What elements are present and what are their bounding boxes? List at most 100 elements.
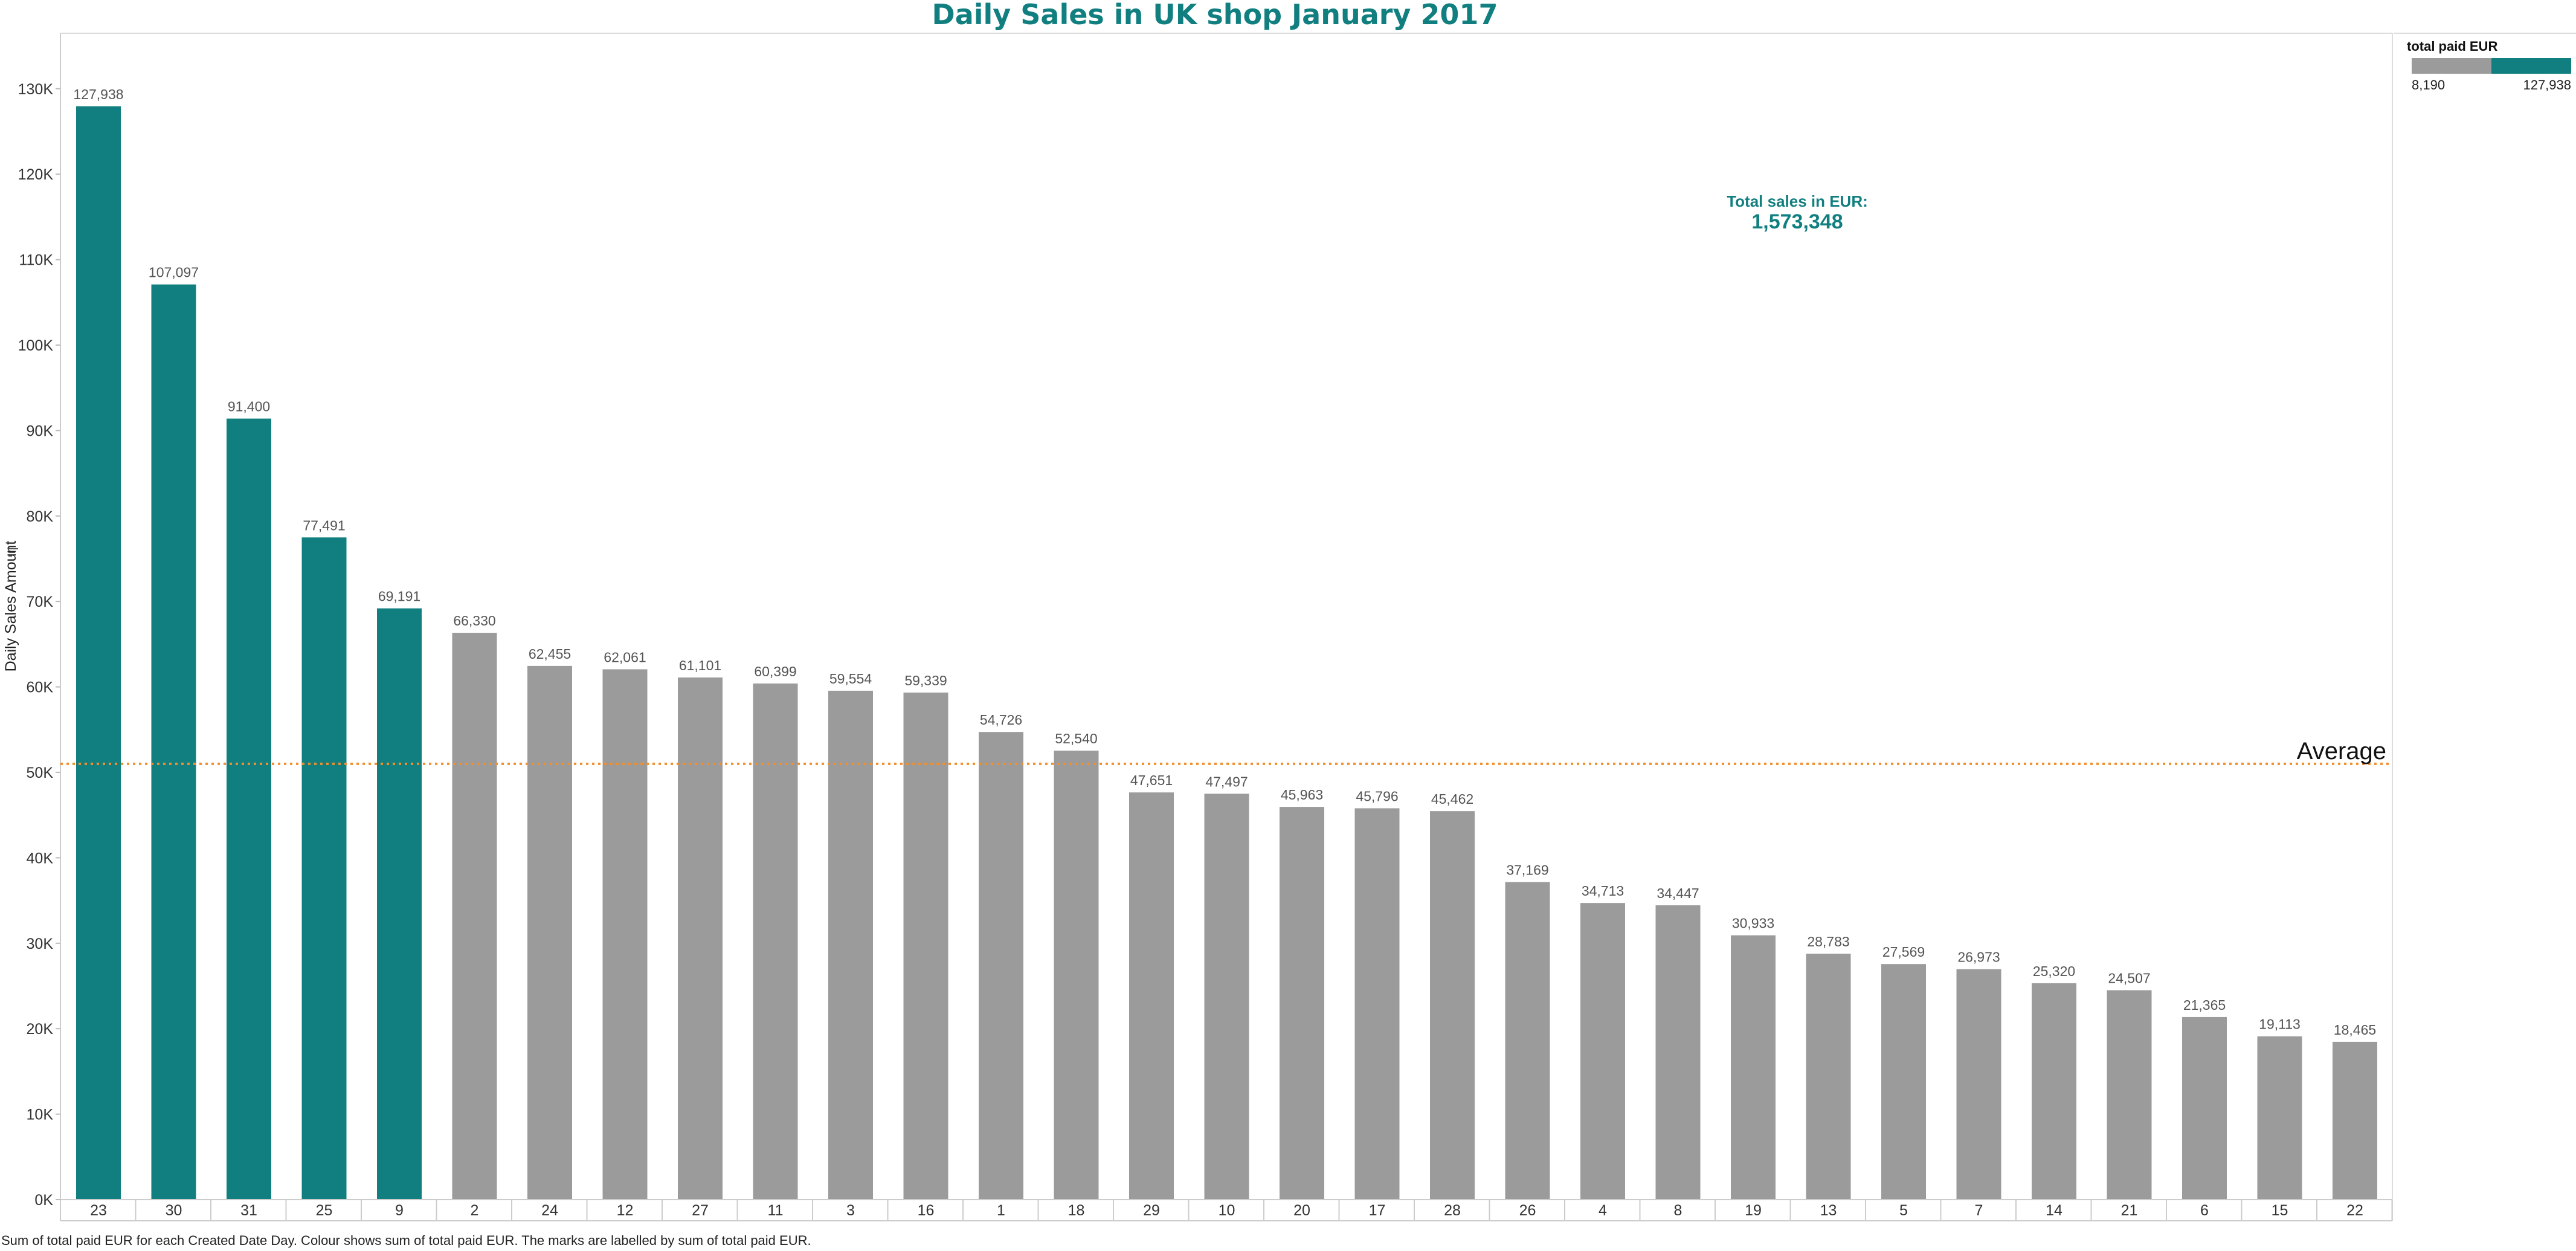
bar-day-20[interactable]	[1280, 807, 1324, 1200]
bar-day-15[interactable]	[2257, 1036, 2302, 1200]
bar-day-27[interactable]	[678, 677, 723, 1200]
data-label: 19,113	[2259, 1017, 2301, 1032]
x-tick-label: 25	[316, 1202, 333, 1219]
x-tick-label: 30	[166, 1202, 182, 1219]
chart-caption: Sum of total paid EUR for each Created D…	[1, 1233, 811, 1248]
bar-day-29[interactable]	[1129, 792, 1174, 1200]
bar-day-11[interactable]	[753, 683, 798, 1200]
data-labels: 127,938 107,097 91,400 77,491 69,191 66,330 62…	[73, 86, 2376, 1038]
legend-title: total paid EUR	[2407, 39, 2497, 54]
bar-day-24[interactable]	[527, 665, 572, 1200]
y-tick-label: 100K	[18, 337, 54, 354]
data-label: 61,101	[679, 658, 721, 673]
x-tick-label: 8	[1674, 1202, 1682, 1219]
x-tick-label: 31	[240, 1202, 257, 1219]
average-label: Average	[2297, 738, 2386, 764]
data-label: 66,330	[453, 613, 495, 629]
bar-day-3[interactable]	[828, 690, 873, 1200]
data-label: 127,938	[73, 86, 123, 102]
total-sales-value: 1,573,348	[1751, 210, 1843, 233]
data-label: 62,061	[604, 649, 646, 665]
bar-day-30[interactable]	[151, 284, 196, 1200]
x-tick-label: 26	[1519, 1202, 1536, 1219]
y-tick-label: 20K	[27, 1021, 54, 1038]
x-tick-label: 19	[1745, 1202, 1762, 1219]
bar-day-2[interactable]	[452, 633, 497, 1200]
x-tick-label: 4	[1599, 1202, 1607, 1219]
data-label: 34,447	[1657, 885, 1699, 901]
legend-colour-ramp	[2412, 58, 2571, 74]
y-tick-label: 40K	[27, 850, 54, 867]
x-tick-label: 21	[2121, 1202, 2138, 1219]
bar-day-14[interactable]	[2032, 983, 2076, 1200]
data-label: 26,973	[1957, 949, 2000, 965]
data-label: 27,569	[1882, 944, 1925, 960]
y-tick-label: 70K	[27, 593, 54, 610]
bar-day-28[interactable]	[1430, 811, 1475, 1200]
data-label: 59,554	[829, 671, 872, 687]
bar-day-19[interactable]	[1731, 935, 1776, 1200]
x-tick-label: 18	[1068, 1202, 1085, 1219]
y-tick-label: 80K	[27, 508, 54, 525]
x-tick-label: 6	[2200, 1202, 2209, 1219]
x-tick-label: 16	[918, 1202, 935, 1219]
data-label: 91,400	[228, 399, 270, 415]
data-label: 69,191	[378, 589, 420, 604]
bar-day-10[interactable]	[1204, 794, 1249, 1200]
x-tick-label: 27	[692, 1202, 709, 1219]
bar-day-12[interactable]	[602, 669, 648, 1200]
bar-day-13[interactable]	[1806, 954, 1851, 1200]
y-axis-label: Daily Sales Amount	[2, 541, 19, 672]
x-tick-label: 23	[90, 1202, 107, 1219]
x-tick-label: 28	[1444, 1202, 1461, 1219]
data-label: 77,491	[303, 517, 345, 533]
x-tick-label: 9	[395, 1202, 404, 1219]
bar-day-23[interactable]	[76, 106, 121, 1200]
x-tick-label: 29	[1143, 1202, 1160, 1219]
data-label: 52,540	[1055, 731, 1097, 746]
bar-day-25[interactable]	[301, 537, 347, 1200]
bar-day-18[interactable]	[1054, 751, 1099, 1200]
data-label: 62,455	[529, 646, 571, 662]
total-sales-title: Total sales in EUR:	[1727, 192, 1868, 210]
data-label: 60,399	[754, 664, 796, 679]
x-tick-label: 22	[2346, 1202, 2363, 1219]
y-tick-label: 110K	[19, 252, 53, 269]
bar-day-22[interactable]	[2333, 1041, 2377, 1200]
y-tick-label: 0K	[34, 1192, 53, 1209]
bars	[76, 106, 2377, 1200]
bar-day-31[interactable]	[227, 418, 271, 1200]
x-tick-label: 1	[997, 1202, 1005, 1219]
legend-min-label: 8,190	[2412, 77, 2445, 92]
data-label: 21,365	[2183, 997, 2226, 1013]
bar-day-4[interactable]	[1580, 903, 1625, 1200]
data-label: 25,320	[2033, 963, 2075, 979]
y-tick-label: 30K	[27, 936, 54, 952]
x-tick-label: 12	[617, 1202, 634, 1219]
bar-day-8[interactable]	[1655, 905, 1701, 1200]
bar-day-7[interactable]	[1956, 969, 2001, 1200]
bar-day-5[interactable]	[1881, 964, 1926, 1200]
data-label: 45,796	[1356, 788, 1398, 804]
x-tick-label: 14	[2046, 1202, 2062, 1219]
data-label: 45,462	[1431, 791, 1473, 807]
data-label: 47,651	[1130, 772, 1173, 788]
x-tick-label: 3	[846, 1202, 855, 1219]
bar-day-21[interactable]	[2107, 990, 2152, 1200]
sort-icon[interactable]	[8, 548, 18, 557]
y-tick-label: 60K	[27, 679, 54, 696]
x-tick-label: 11	[768, 1202, 784, 1219]
y-tick-label: 90K	[27, 422, 54, 439]
bar-day-6[interactable]	[2182, 1017, 2227, 1200]
x-tick-label: 10	[1219, 1202, 1235, 1219]
bar-day-16[interactable]	[903, 692, 948, 1200]
x-tick-label: 7	[1975, 1202, 1983, 1219]
x-tick-label: 17	[1369, 1202, 1386, 1219]
data-label: 28,783	[1807, 934, 1849, 949]
bar-day-17[interactable]	[1354, 808, 1400, 1200]
data-label: 47,497	[1205, 774, 1248, 789]
bar-day-9[interactable]	[377, 608, 422, 1200]
data-label: 18,465	[2334, 1022, 2376, 1038]
bar-day-1[interactable]	[979, 732, 1023, 1200]
bar-day-26[interactable]	[1505, 882, 1550, 1200]
